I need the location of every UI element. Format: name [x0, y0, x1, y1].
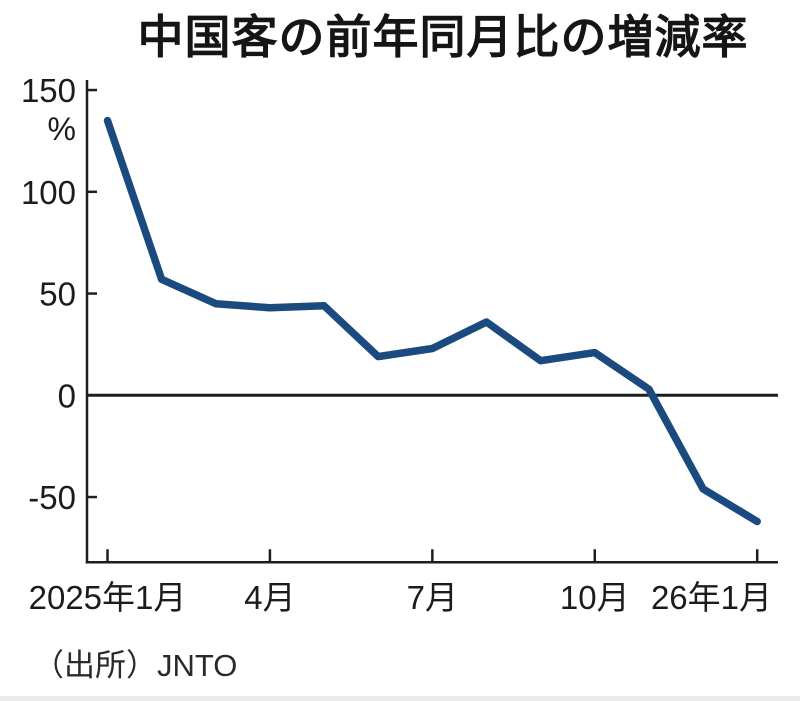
y-axis-ticks: 150 100 50 0 -50	[21, 72, 778, 516]
x-tick-label: 7月	[407, 579, 458, 616]
y-tick-label: 150	[21, 72, 76, 109]
y-tick-label: 100	[21, 174, 76, 211]
chart-title: 中国客の前年同月比の増減率	[138, 11, 749, 63]
x-tick-label: 26年1月	[651, 579, 772, 616]
data-series	[103, 116, 761, 526]
x-tick-label: 2025年1月	[29, 579, 187, 616]
y-axis-unit: %	[48, 111, 76, 147]
yoy-change-line	[103, 116, 761, 526]
x-tick-label: 4月	[244, 579, 295, 616]
y-tick-label: -50	[28, 479, 76, 516]
bottom-edge-strip	[0, 696, 800, 701]
y-tick-label: 50	[39, 276, 76, 313]
x-axis-ticks: 2025年1月 4月 7月 10月 26年1月	[29, 549, 772, 616]
x-tick-label: 10月	[560, 579, 630, 616]
source-note: （出所）JNTO	[33, 648, 237, 683]
y-tick-label: 0	[58, 377, 76, 414]
